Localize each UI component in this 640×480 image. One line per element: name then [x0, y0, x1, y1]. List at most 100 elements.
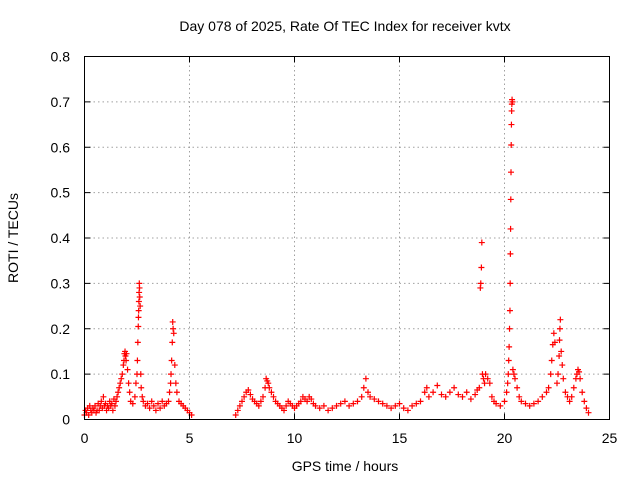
- data-point: [362, 375, 369, 382]
- data-point: [388, 405, 395, 412]
- data-point: [86, 402, 93, 409]
- data-point: [518, 398, 525, 405]
- data-point: [476, 384, 483, 391]
- data-point: [257, 398, 264, 405]
- data-point: [425, 393, 432, 400]
- data-point: [232, 411, 239, 418]
- data-point: [556, 337, 563, 344]
- data-point: [383, 402, 390, 409]
- data-point: [136, 293, 143, 300]
- data-point: [137, 303, 144, 310]
- data-point: [114, 393, 121, 400]
- data-point: [371, 396, 378, 403]
- x-tick-label: 15: [392, 430, 408, 446]
- data-point: [123, 357, 130, 364]
- data-point: [545, 384, 552, 391]
- data-point: [413, 400, 420, 407]
- data-point: [129, 400, 136, 407]
- y-tick-label: 0: [62, 412, 70, 428]
- data-point: [150, 402, 157, 409]
- data-point: [421, 389, 428, 396]
- y-tick-label: 0.8: [51, 49, 71, 65]
- x-tick-label: 10: [287, 430, 303, 446]
- data-point: [115, 389, 122, 396]
- data-point: [170, 325, 177, 332]
- data-point: [504, 380, 511, 387]
- data-point: [169, 339, 176, 346]
- data-point: [173, 389, 180, 396]
- data-point: [98, 398, 105, 405]
- data-point: [281, 407, 287, 414]
- data-point: [400, 405, 407, 412]
- data-point: [85, 411, 92, 418]
- data-point: [581, 398, 588, 405]
- data-point: [159, 398, 166, 405]
- data-point: [505, 371, 512, 378]
- data-point: [477, 280, 484, 287]
- data-point: [514, 384, 521, 391]
- data-point: [481, 380, 488, 387]
- data-point: [100, 393, 107, 400]
- data-point: [557, 316, 564, 323]
- data-point: [554, 380, 560, 387]
- data-point: [135, 314, 142, 321]
- data-point: [558, 348, 565, 355]
- y-tick-label: 0.6: [51, 139, 71, 155]
- data-point: [354, 398, 361, 405]
- data-point: [270, 393, 277, 400]
- data-point: [467, 396, 474, 403]
- data-point: [320, 402, 327, 409]
- data-point: [512, 375, 518, 382]
- data-point: [417, 398, 424, 405]
- data-point: [562, 389, 569, 396]
- data-point: [585, 409, 592, 416]
- data-point: [260, 393, 266, 400]
- data-point: [255, 402, 262, 409]
- data-point: [478, 264, 485, 271]
- data-point: [304, 398, 311, 405]
- data-point: [570, 384, 577, 391]
- y-tick-label: 0.2: [51, 321, 71, 337]
- data-point: [109, 407, 116, 414]
- data-point: [116, 384, 123, 391]
- data-point: [134, 357, 141, 364]
- data-point: [463, 389, 470, 396]
- data-point: [140, 398, 147, 405]
- data-point: [551, 339, 558, 346]
- y-tick-label: 0.5: [51, 185, 71, 201]
- data-point: [507, 280, 514, 287]
- data-point: [404, 407, 411, 414]
- data-point: [507, 225, 514, 232]
- data-point: [379, 400, 386, 407]
- data-point: [423, 384, 430, 391]
- data-point: [245, 387, 252, 394]
- data-point: [118, 375, 125, 382]
- data-point: [506, 325, 513, 332]
- data-point: [516, 393, 523, 400]
- data-point: [146, 405, 153, 412]
- data-point: [341, 398, 348, 405]
- data-point: [550, 330, 557, 337]
- data-point: [325, 407, 332, 414]
- data-point: [577, 375, 584, 382]
- data-point: [135, 307, 142, 314]
- data-point: [506, 343, 513, 350]
- data-point: [350, 400, 357, 407]
- data-point: [96, 407, 103, 414]
- data-point: [358, 393, 365, 400]
- x-tick-label: 5: [186, 430, 194, 446]
- data-point: [148, 398, 155, 405]
- data-point: [497, 402, 504, 409]
- data-point: [556, 352, 563, 359]
- data-point: [166, 389, 173, 396]
- data-point: [547, 371, 554, 378]
- data-point: [131, 393, 138, 400]
- data-point: [482, 371, 489, 378]
- data-point: [392, 402, 399, 409]
- y-tick-label: 0.3: [51, 275, 71, 291]
- data-point: [136, 284, 143, 291]
- data-point: [92, 402, 98, 409]
- data-point: [543, 389, 550, 396]
- data-point: [236, 402, 243, 409]
